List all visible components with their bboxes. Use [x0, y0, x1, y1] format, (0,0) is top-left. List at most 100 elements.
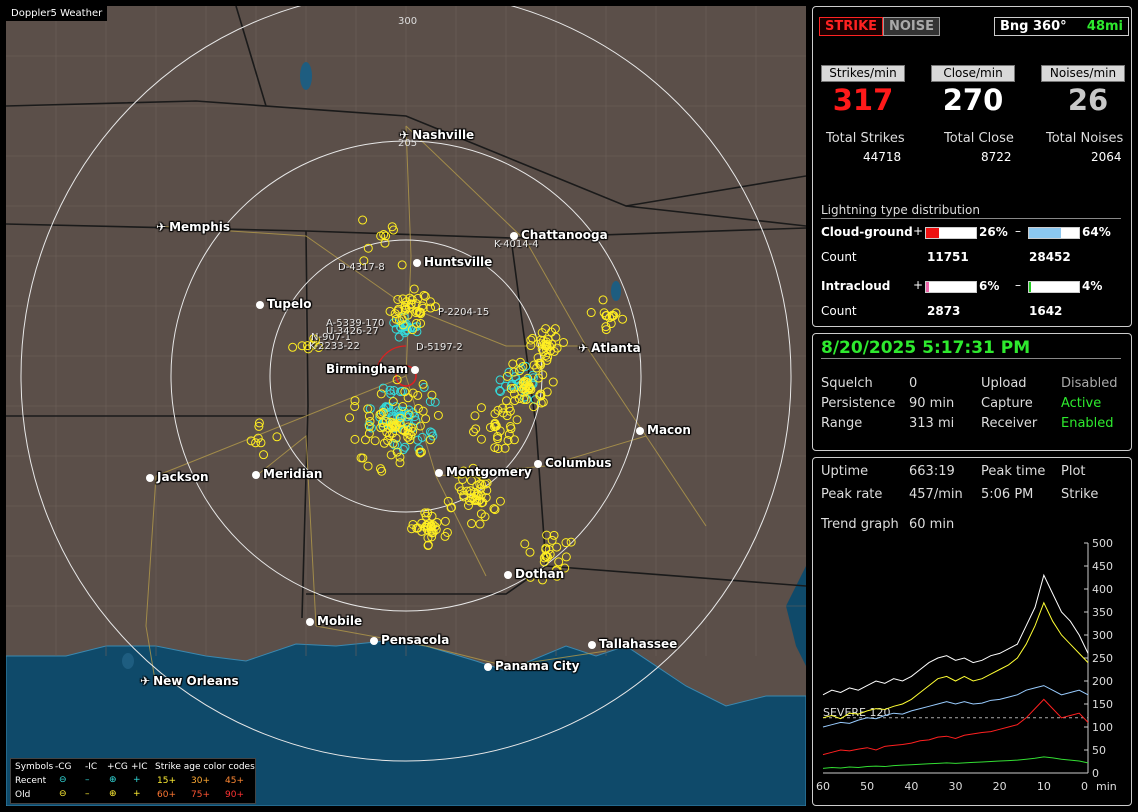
legend-old-neg-ic-icon: –	[85, 789, 90, 799]
cg-pos-pct: 26%	[979, 225, 1008, 239]
strike-marker	[408, 388, 418, 398]
city-panama-city[interactable]: Panama City	[484, 659, 579, 673]
storm-tag[interactable]: P-2204-15	[438, 307, 490, 318]
squelch-value[interactable]: 0	[909, 376, 918, 391]
storm-tag[interactable]: K-2233-22	[309, 341, 360, 352]
total-noises: 2064	[1091, 150, 1122, 164]
city-atlanta[interactable]: ✈ Atlanta	[578, 341, 641, 355]
storm-tag[interactable]: N-907-1	[311, 332, 352, 343]
cg-neg-count: 28452	[1029, 250, 1071, 264]
strike-marker	[430, 397, 440, 407]
city-new-orleans[interactable]: ✈ New Orleans	[140, 674, 239, 688]
strike-marker	[360, 435, 370, 445]
strike-marker	[538, 575, 548, 585]
strike-marker	[504, 367, 514, 377]
city-tupelo[interactable]: Tupelo	[256, 297, 312, 311]
upload-value[interactable]: Disabled	[1061, 376, 1118, 391]
strike-marker	[418, 406, 428, 416]
city-jackson[interactable]: Jackson	[146, 470, 209, 484]
storm-tag[interactable]: A-5339-170	[326, 318, 385, 329]
noise-button[interactable]: NOISE	[883, 17, 941, 36]
strike-marker	[538, 370, 548, 380]
range-value[interactable]: 313 mi	[909, 416, 955, 431]
city-dothan[interactable]: Dothan	[504, 567, 564, 581]
x-axis-label: min	[1096, 780, 1117, 793]
strike-button[interactable]: STRIKE	[819, 17, 884, 36]
city-pensacola[interactable]: Pensacola	[370, 633, 449, 647]
strike-marker	[482, 478, 492, 488]
legend-age-60: 60+	[157, 790, 176, 800]
ic-count-label: Count	[821, 304, 857, 318]
storm-tag[interactable]: D-5197-2	[416, 342, 463, 353]
strike-marker	[409, 284, 419, 294]
strike-marker	[561, 552, 571, 562]
persistence-value[interactable]: 90 min	[909, 396, 955, 411]
strike-marker	[495, 375, 505, 385]
ic-neg-count: 1642	[1029, 304, 1063, 318]
strike-marker	[508, 359, 518, 369]
x-tick-label: 30	[949, 780, 963, 793]
capture-value[interactable]: Active	[1061, 396, 1102, 411]
strike-marker	[430, 302, 440, 312]
city-mobile[interactable]: Mobile	[306, 614, 362, 628]
strike-marker	[411, 299, 421, 309]
strike-marker	[529, 402, 539, 412]
strike-marker	[476, 484, 486, 494]
legend-pos-ic: +IC	[131, 762, 148, 772]
cg-pos-sign: +	[913, 224, 924, 238]
strike-marker	[551, 566, 561, 576]
strike-marker	[259, 450, 269, 460]
receiver-value[interactable]: Enabled	[1061, 416, 1114, 431]
storm-tag[interactable]: U-3426-27	[326, 326, 379, 337]
plot-value[interactable]: Strike	[1061, 487, 1099, 502]
city-columbus[interactable]: Columbus	[534, 456, 612, 470]
trend-graph-value[interactable]: 60 min	[909, 517, 955, 532]
city-birmingham[interactable]: Birmingham	[326, 362, 422, 376]
strike-marker	[411, 308, 421, 318]
strike-marker	[402, 297, 412, 307]
storm-tag[interactable]: D-4317-8	[338, 262, 385, 273]
y-tick-label: 500	[1092, 537, 1113, 550]
strike-marker	[599, 308, 609, 318]
x-tick-label: 60	[816, 780, 830, 793]
map-graphics	[6, 6, 806, 806]
city-memphis[interactable]: ✈ Memphis	[156, 220, 231, 234]
close-per-min-header: Close/min	[931, 65, 1015, 82]
strike-marker	[311, 335, 321, 345]
strike-marker	[459, 466, 469, 476]
noises-per-min-header: Noises/min	[1041, 65, 1125, 82]
strike-marker	[520, 539, 530, 549]
app-title: Doppler5 Weather	[6, 6, 108, 21]
storm-tag[interactable]: K-4014-4	[494, 239, 539, 250]
ring-label-middle: 205	[398, 138, 418, 149]
lightning-map[interactable]: Doppler5 Weather	[6, 6, 806, 806]
strike-marker	[495, 386, 505, 396]
strike-marker	[409, 323, 419, 333]
legend-old-label: Old	[15, 790, 31, 800]
legend-neg-cg: -CG	[55, 762, 72, 772]
strike-marker	[547, 327, 557, 337]
city-chattanooga[interactable]: Chattanooga	[510, 228, 608, 242]
strike-marker	[407, 325, 417, 335]
strike-marker	[440, 516, 450, 526]
city-tallahassee[interactable]: Tallahassee	[588, 637, 677, 651]
legend-old-pos-ic-icon: +	[133, 789, 141, 799]
strike-marker	[493, 434, 503, 444]
strike-marker	[503, 435, 513, 445]
peak-time-value: 5:06 PM	[981, 487, 1034, 502]
legend-old-neg-cg-icon: ⊖	[59, 789, 67, 799]
strike-marker	[365, 417, 375, 427]
squelch-label: Squelch	[821, 376, 873, 391]
city-meridian[interactable]: Meridian	[252, 467, 322, 481]
strike-marker	[470, 411, 480, 421]
strike-marker	[303, 341, 313, 351]
city-montgomery[interactable]: Montgomery	[435, 465, 532, 479]
rate-panel: STRIKE NOISE Bng 360° 48mi Strikes/min C…	[812, 6, 1132, 327]
city-nashville[interactable]: ✈ Nashville	[399, 128, 475, 142]
bearing-box[interactable]: Bng 360° 48mi	[994, 17, 1129, 36]
city-macon[interactable]: Macon	[636, 423, 691, 437]
city-dot-icon	[413, 259, 421, 267]
city-huntsville[interactable]: Huntsville	[413, 255, 492, 269]
strike-marker	[426, 297, 436, 307]
strike-marker	[505, 421, 515, 431]
